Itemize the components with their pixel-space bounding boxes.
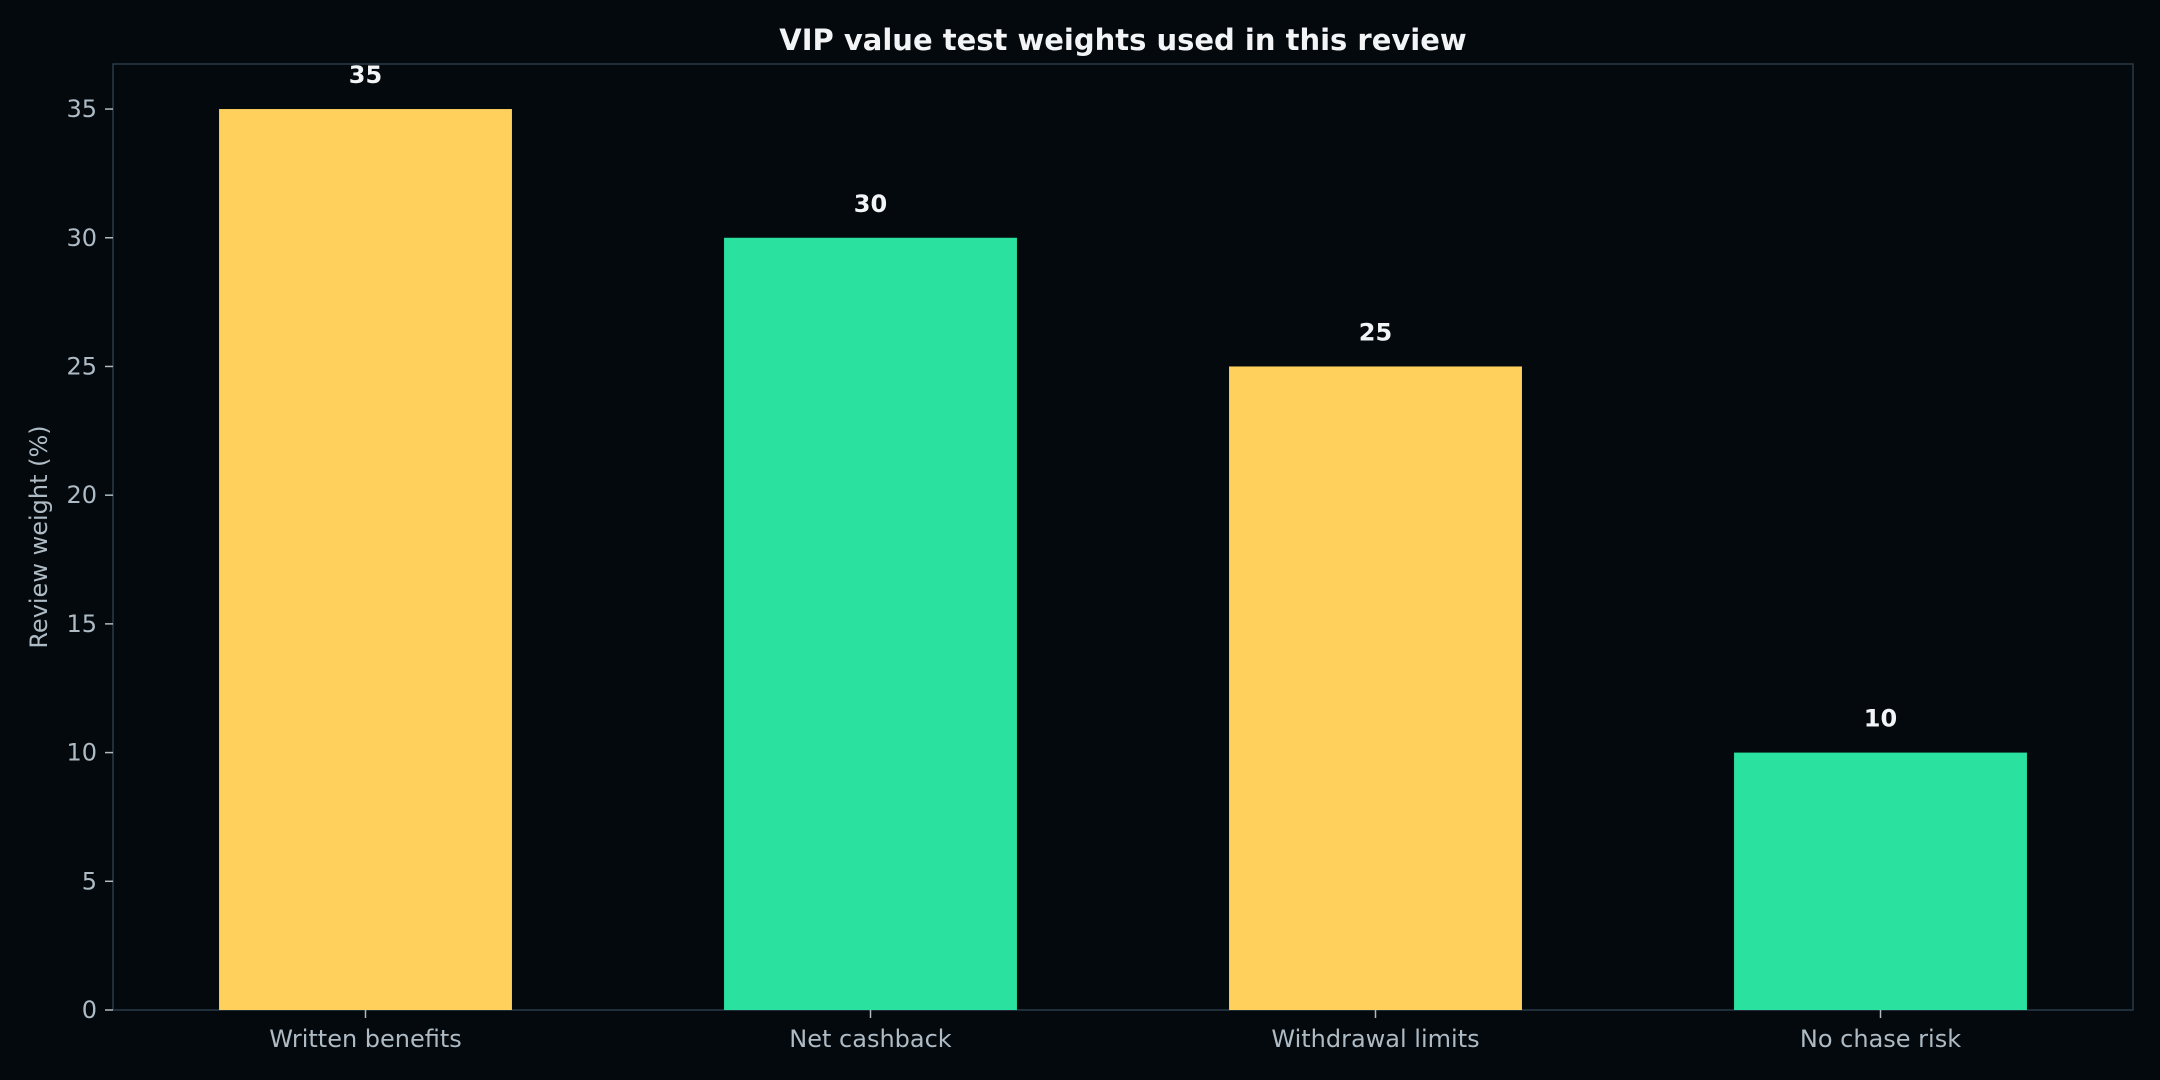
- y-tick-label: 5: [82, 867, 97, 895]
- y-tick-label: 25: [66, 352, 97, 380]
- bar-value-label: 35: [349, 61, 382, 89]
- y-tick-label: 35: [66, 95, 97, 123]
- bar-value-label: 25: [1359, 318, 1392, 346]
- y-axis-label: Review weight (%): [25, 425, 53, 648]
- bar: [724, 237, 1017, 1010]
- x-tick-label: Written benefits: [269, 1025, 462, 1053]
- bar: [1229, 366, 1522, 1010]
- x-tick-label: Net cashback: [789, 1025, 952, 1053]
- bar: [219, 109, 512, 1011]
- y-tick-label: 20: [66, 481, 97, 509]
- x-tick-label: No chase risk: [1800, 1025, 1961, 1053]
- bar: [1734, 752, 2027, 1010]
- y-tick-label: 10: [66, 739, 97, 767]
- y-tick-label: 0: [82, 996, 97, 1024]
- chart-title: VIP value test weights used in this revi…: [779, 23, 1466, 57]
- y-tick-label: 15: [66, 610, 97, 638]
- bar-value-label: 10: [1864, 705, 1897, 733]
- x-tick-label: Withdrawal limits: [1271, 1025, 1479, 1053]
- y-tick-label: 30: [66, 224, 97, 252]
- axes-frame: [112, 63, 2134, 1011]
- plot-area: 0 5 10 15 20 25 30 35 35 Written benefits 30 Net ca…: [66, 61, 2134, 1053]
- bar-value-label: 30: [854, 190, 887, 218]
